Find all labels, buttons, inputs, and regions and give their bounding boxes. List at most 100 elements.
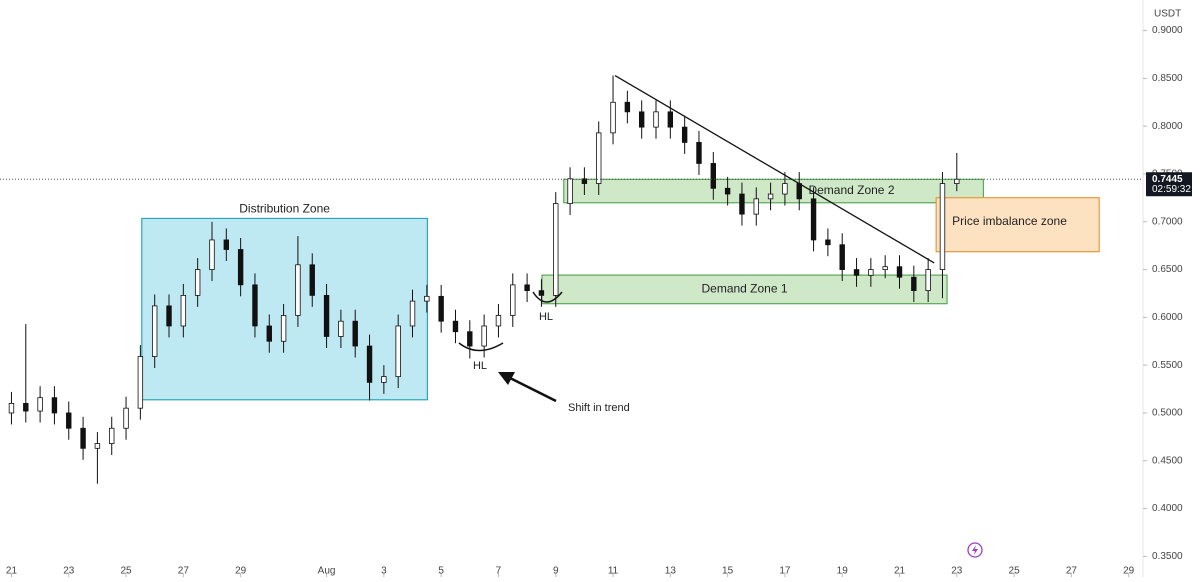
candle-body xyxy=(51,397,58,414)
candle-body xyxy=(524,284,530,292)
candle-body xyxy=(481,325,487,347)
candle-body xyxy=(137,356,144,409)
trendline xyxy=(614,74,935,264)
last-price-label: 0.7445 xyxy=(1152,174,1183,185)
arrow-shaft xyxy=(509,376,557,403)
y-tick-label: 0.5500 xyxy=(1152,360,1183,371)
candle-body xyxy=(37,397,43,412)
candle-body xyxy=(882,266,888,270)
candle-body xyxy=(180,294,187,327)
x-tick-label: 3 xyxy=(381,566,387,577)
candle-body xyxy=(123,407,129,429)
candle-body xyxy=(796,183,802,200)
candle-body xyxy=(724,187,731,195)
zone-label: Demand Zone 1 xyxy=(701,282,787,296)
candle-body xyxy=(825,239,831,246)
arrow-head xyxy=(498,372,515,385)
candle-body xyxy=(366,345,373,383)
zone-label: Distribution Zone xyxy=(239,202,330,216)
candle-body xyxy=(467,331,473,347)
x-tick-label: 7 xyxy=(496,566,502,577)
candle-body xyxy=(710,163,717,189)
shift-label: Shift in trend xyxy=(568,402,630,414)
candle-body xyxy=(896,266,903,278)
candle-body xyxy=(252,284,258,327)
zone xyxy=(563,178,985,204)
candle-body xyxy=(109,427,115,444)
candles xyxy=(8,75,960,484)
currency-label: USDT xyxy=(1154,9,1181,20)
candle-body xyxy=(438,295,444,322)
candle-body xyxy=(767,193,774,200)
candle-body xyxy=(495,315,502,327)
candle-body xyxy=(696,142,702,164)
x-tick-label: 11 xyxy=(608,566,619,577)
x-tick-label: 25 xyxy=(120,566,132,577)
candle-body xyxy=(753,198,759,215)
candle-body xyxy=(567,178,573,205)
candle-body xyxy=(166,305,172,327)
candle-body xyxy=(424,295,430,302)
x-tick-label: 23 xyxy=(63,566,75,577)
candle-body xyxy=(309,264,315,296)
candle-body xyxy=(395,325,401,378)
candle-body xyxy=(596,132,602,184)
x-tick-label: 21 xyxy=(6,566,18,577)
x-tick-label: 25 xyxy=(1009,566,1021,577)
candle-body xyxy=(954,178,960,184)
y-tick-label: 0.7000 xyxy=(1152,216,1183,227)
lightning-icon[interactable] xyxy=(967,542,983,558)
zones: Distribution Zone Demand Zone 2 Demand Zon… xyxy=(141,178,1100,401)
candle-body xyxy=(209,239,215,270)
zone xyxy=(935,197,1100,253)
x-tick-label: 5 xyxy=(438,566,444,577)
x-tick-label: 13 xyxy=(665,566,677,577)
candle-body xyxy=(739,193,745,215)
y-tick-label: 0.8500 xyxy=(1152,73,1183,84)
candle-body xyxy=(610,101,616,134)
candle-body xyxy=(66,412,72,429)
hl-arc xyxy=(458,342,504,352)
y-tick-label: 0.6500 xyxy=(1152,264,1183,275)
zone-label: Price imbalance zone xyxy=(952,214,1067,228)
y-tick-label: 0.6000 xyxy=(1152,312,1183,323)
candle-body xyxy=(810,198,817,241)
candle-body xyxy=(94,443,101,449)
lightning-bolt xyxy=(972,545,978,555)
candle-body xyxy=(280,315,287,342)
y-tick-label: 0.4000 xyxy=(1152,503,1183,514)
y-tick-label: 0.5000 xyxy=(1152,408,1183,419)
candle-body xyxy=(624,101,631,113)
y-tick-label: 0.4500 xyxy=(1152,455,1183,466)
x-tick-label: 15 xyxy=(722,566,734,577)
hl-arc xyxy=(532,291,563,303)
x-tick-label: 27 xyxy=(1066,566,1078,577)
hl-label: HL xyxy=(473,360,487,372)
zone xyxy=(541,274,948,305)
zone-label: Demand Zone 2 xyxy=(808,183,894,197)
candle-body xyxy=(782,183,788,195)
candle-body xyxy=(381,376,387,383)
x-tick-label: 17 xyxy=(779,566,791,577)
x-tick-label: 27 xyxy=(178,566,190,577)
candle-body xyxy=(237,249,244,286)
candle-body xyxy=(925,269,931,292)
candle-body xyxy=(223,239,230,250)
candle-body xyxy=(868,269,874,276)
y-tick-label: 0.3500 xyxy=(1152,551,1183,562)
zone xyxy=(141,217,429,401)
candle-body xyxy=(911,276,917,292)
x-tick-label: 19 xyxy=(837,566,849,577)
countdown: 02:59:32 xyxy=(1152,184,1191,195)
candle-body xyxy=(653,111,659,128)
candle-body xyxy=(80,427,86,449)
candle-body xyxy=(23,403,29,412)
candle-body xyxy=(939,183,946,270)
candle-body xyxy=(853,269,860,276)
last-price-box xyxy=(1146,172,1192,197)
candle-body xyxy=(409,300,416,327)
candle-body xyxy=(194,269,201,296)
x-tick-label: Aug xyxy=(318,566,336,577)
candle-body xyxy=(667,111,674,128)
